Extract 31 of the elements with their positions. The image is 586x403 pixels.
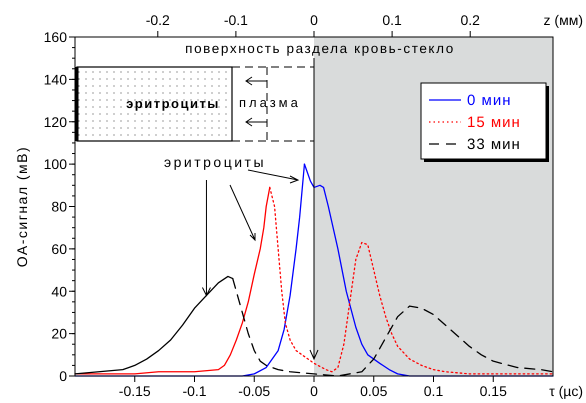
x-tick-label: -0.15 <box>118 383 151 399</box>
x-tick-label: 0.1 <box>424 383 444 399</box>
x2-tick-label: 0.1 <box>382 12 402 28</box>
y-tick-label: 40 <box>51 283 68 300</box>
y-tick-label: 140 <box>44 71 68 88</box>
x2-axis-title: z (мм) <box>544 12 583 28</box>
y-tick-label: 80 <box>51 198 68 214</box>
ref-line-label: поверхность раздела кровь-стекло <box>185 41 455 56</box>
x2-tick-label: 0.2 <box>460 12 480 28</box>
x-axis-title: τ (µс) <box>549 383 583 399</box>
x2-tick-label: -0.1 <box>224 12 248 28</box>
x2-tick-label: 0 <box>310 12 318 28</box>
y-tick-label: 20 <box>51 326 68 342</box>
y-tick-label: 120 <box>44 114 68 130</box>
legend-label: 0 мин <box>467 92 512 109</box>
x2-tick-label: -0.2 <box>146 12 170 28</box>
y-axis-title: ОА-сигнал (мВ) <box>14 146 30 268</box>
x-tick-label: 0.15 <box>480 383 508 399</box>
x-tick-label: 0 <box>310 383 318 399</box>
legend-label: 15 мин <box>467 114 521 131</box>
annotation: эритроциты <box>126 96 220 111</box>
x-tick-label: -0.1 <box>182 383 207 399</box>
annotation: плазма <box>239 95 301 110</box>
y-tick-label: 160 <box>44 29 68 45</box>
x-tick-label: -0.05 <box>238 383 270 399</box>
y-tick-label: 100 <box>44 156 68 172</box>
annotation: эритроциты <box>164 154 266 170</box>
x-tick-label: 0.05 <box>360 383 388 399</box>
y-tick-label: 60 <box>51 240 68 257</box>
y-tick-label: 0 <box>59 368 68 384</box>
legend-label: 33 мин <box>467 136 521 153</box>
